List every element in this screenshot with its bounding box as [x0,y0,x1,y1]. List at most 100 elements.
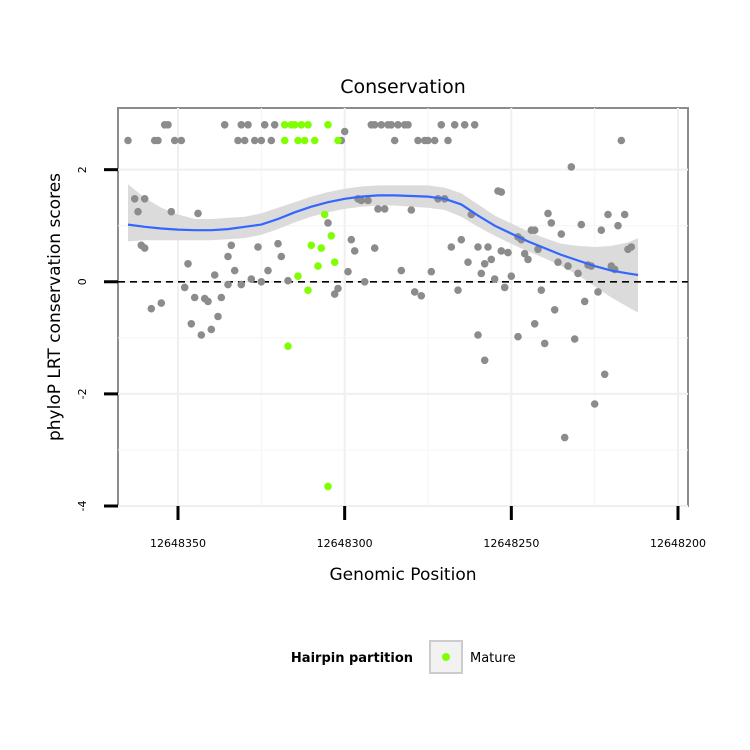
plot-panel [117,107,689,507]
data-point-other [620,210,629,219]
data-point-mature [320,210,329,219]
data-point-other [414,136,422,145]
legend-key-mature-dot [442,653,450,661]
data-point-other [264,266,272,275]
data-point-other [244,121,252,129]
data-point-other [257,278,266,286]
data-point-other [397,266,406,275]
data-point-other [410,288,419,296]
data-point-other [134,207,142,216]
data-point-other [534,245,542,254]
data-point-other [390,136,399,145]
data-point-other [224,280,232,289]
y-tick-label: 2 [76,166,89,173]
data-point-mature [324,121,332,129]
data-point-mature [284,342,292,351]
data-point-other [157,299,166,307]
data-point-other [204,297,212,306]
data-point-other [380,205,389,213]
data-point-other [277,252,286,261]
data-point-other [567,163,576,171]
data-point-other [147,304,156,313]
legend-title: Hairpin partition [291,651,413,666]
data-point-other [234,136,242,145]
data-point-other [224,252,232,261]
x-tick-label: 12648200 [650,537,706,550]
data-point-mature [307,241,316,250]
data-point-other [474,331,482,339]
data-point-other [497,188,506,196]
data-point-mature [304,121,312,129]
data-point-other [230,266,239,275]
data-point-mature [324,482,332,491]
x-tick-label: 12648350 [150,537,206,550]
data-point-other [170,136,179,145]
data-point-other [190,293,199,302]
data-point-other [457,235,466,244]
data-point-other [600,370,609,379]
data-point-other [260,121,269,129]
data-point-other [437,121,446,129]
data-point-other [284,276,292,285]
data-point-other [550,306,559,314]
data-point-other [194,209,202,218]
data-point-other [604,210,612,219]
data-point-other [614,221,622,230]
data-point-mature [334,136,342,145]
data-point-other [124,136,132,145]
data-point-other [554,258,562,267]
data-point-other [480,356,489,365]
data-point-other [530,226,539,234]
data-point-other [357,196,366,205]
data-point-other [590,400,599,408]
data-point-other [360,278,369,286]
data-point-other [564,262,572,270]
data-point-other [557,230,566,238]
data-point-other [324,219,332,227]
data-point-other [580,297,589,306]
data-point-other [454,286,462,295]
data-point-other [520,249,529,258]
data-point-other [477,269,486,278]
legend-label-mature: Mature [470,651,516,666]
data-point-other [364,196,372,205]
data-point-other [574,269,582,278]
data-point-other [370,121,379,129]
data-point-other [347,235,356,244]
data-point-other [374,205,382,213]
data-point-other [524,255,532,264]
confidence-ribbon [128,184,638,313]
data-point-other [177,136,186,145]
data-point-other [484,243,492,251]
data-point-other [207,325,216,334]
y-tick-label: 0 [76,278,89,285]
data-point-other [504,248,512,257]
data-point-other [530,320,539,328]
data-point-mature [304,286,312,295]
data-point-mature [294,136,302,145]
data-point-mature [280,136,289,145]
data-point-other [404,121,412,129]
chart-title: Conservation [340,76,466,98]
data-point-other [500,283,509,292]
data-point-other [424,136,432,145]
data-point-mature [300,136,309,145]
data-point-other [227,241,236,250]
data-point-other [480,260,489,268]
axes-group: 12648350 12648300 12648250 12648200 -4 -2 0 2 [76,166,706,550]
data-point-other [514,332,522,341]
smooth-trend-line [127,194,639,277]
data-point-other [507,272,516,281]
data-point-other [490,275,499,283]
y-tick-label: -2 [76,388,89,399]
data-point-mature [330,258,339,267]
data-point-other [387,121,396,129]
data-point-other [167,207,176,216]
data-point-other [627,243,636,251]
data-point-other [594,288,602,296]
data-point-mature [297,121,306,129]
data-point-mature [310,136,319,145]
data-point-other [217,293,226,302]
data-point-other [130,195,139,203]
